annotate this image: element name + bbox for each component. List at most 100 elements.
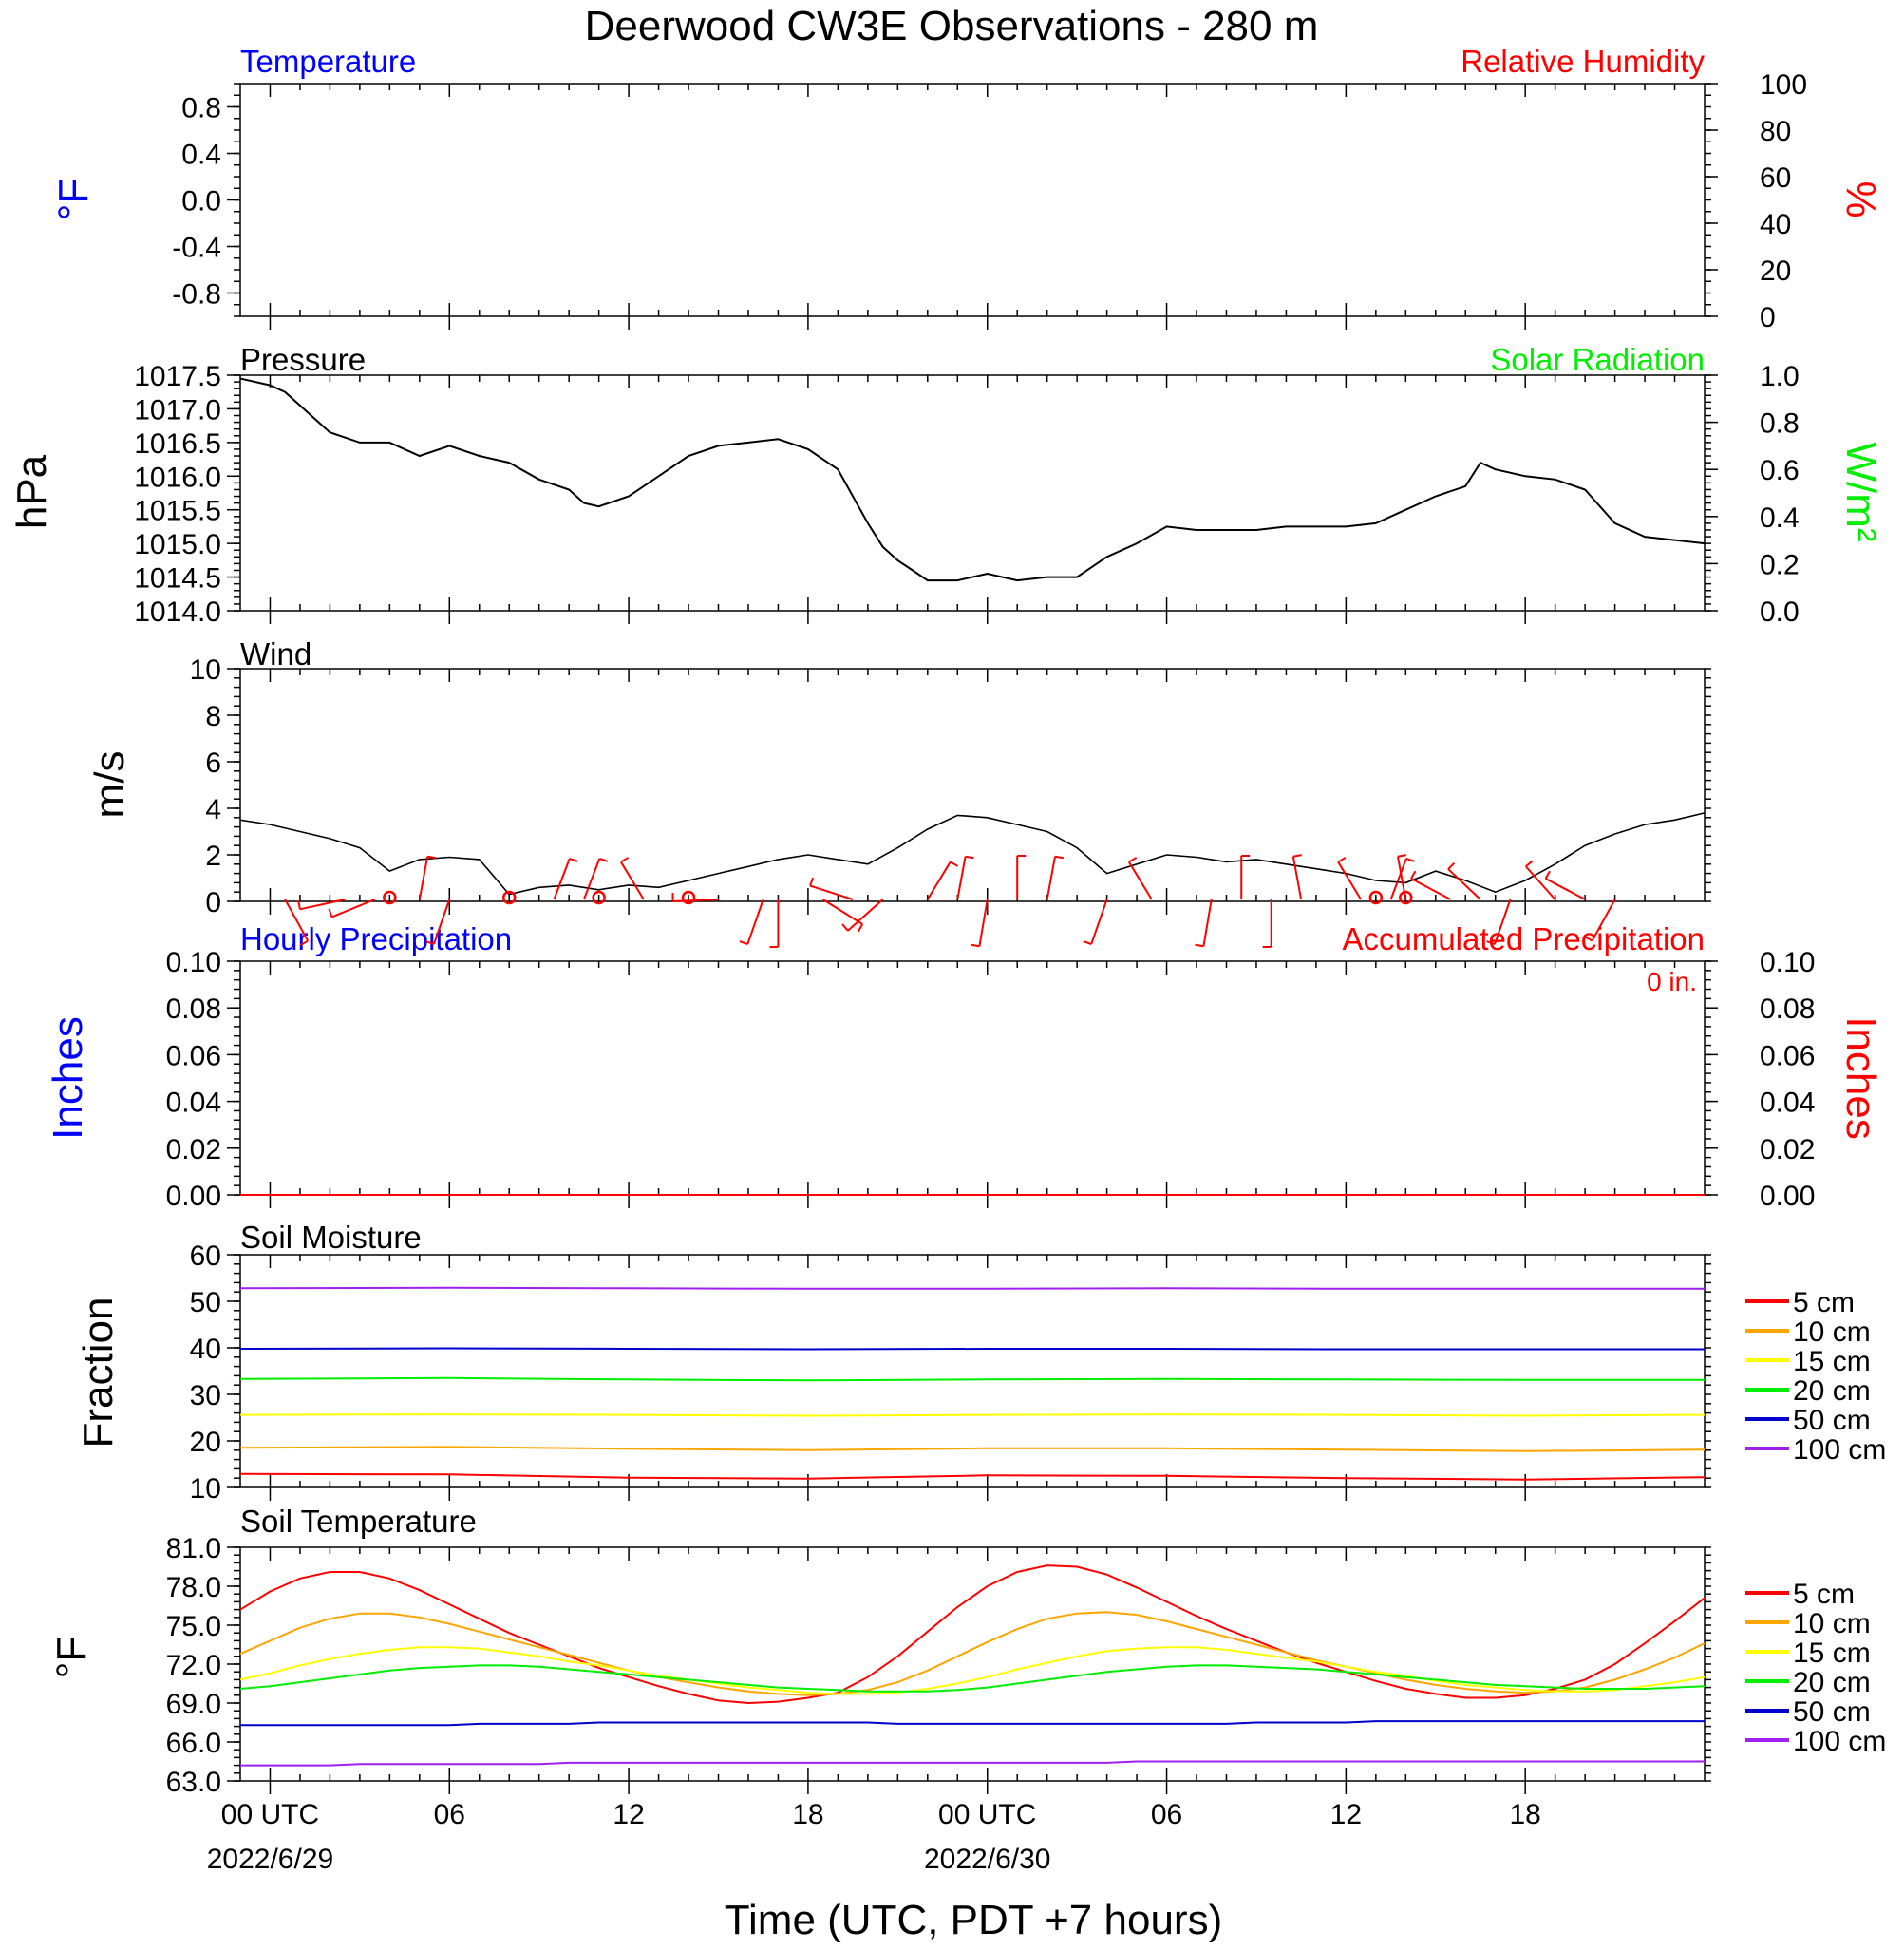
x-tick-label: 18 (1509, 1799, 1540, 1830)
wind-barb-flag (1447, 861, 1456, 870)
wind-barb-flag (1054, 855, 1065, 860)
solar-ylabel: W/m² (1838, 442, 1884, 541)
wind-barb (1127, 861, 1153, 900)
soil_moisture-axes: 60 50 40 30 20 10 (190, 1240, 1711, 1505)
x-tick-label: 00 UTC (221, 1799, 319, 1830)
soil-moisture-line (239, 1413, 1706, 1417)
wind-barb-flag (598, 857, 609, 862)
chart-marks: 0.80.40.0-0.4-0.81008060402001017.51017.… (134, 69, 1886, 1875)
wind-barb (619, 861, 645, 900)
soil-moisture-panel: Soil Moisture Fraction (75, 1220, 422, 1448)
precip-ytick-right-label: 0.08 (1760, 994, 1815, 1025)
soil-temperature-line (239, 1564, 1706, 1705)
soil-moisture-ylabel: Fraction (75, 1297, 122, 1448)
wind-barb (1291, 856, 1303, 900)
temperature-ytick-right-label: 20 (1760, 256, 1791, 287)
pressure-ytick-right-label: 0.0 (1760, 596, 1800, 628)
pressure-ytick-label: 1017.5 (134, 361, 221, 392)
pressure-frame (239, 374, 1706, 612)
pressure-axes: 1017.51017.01016.51016.01015.51015.01014… (134, 361, 1799, 628)
precip-total: 0 in. (1647, 967, 1697, 996)
x-tick-label: 06 (434, 1799, 465, 1830)
precip-panel: Hourly Precipitation Accumulated Precipi… (45, 921, 1884, 1140)
wind-barb (1525, 865, 1556, 900)
calm-wind-marker (592, 890, 606, 905)
x-tick-date: 2022/6/30 (924, 1844, 1050, 1875)
pressure-ytick-label: 1017.0 (134, 394, 221, 426)
soil-moisture-legend-label: 10 cm (1793, 1316, 1871, 1348)
temperature-ytick-right-label: 100 (1760, 69, 1807, 101)
wind-barb-flag (965, 855, 974, 860)
pressure-ytick-label: 1014.5 (134, 563, 221, 595)
precip-ytick-label: 0.00 (166, 1181, 221, 1212)
wind-barb (432, 899, 451, 945)
pressure-ytick-label: 1016.0 (134, 462, 221, 493)
wind-ytick-label: 8 (205, 701, 221, 732)
wind-barb (978, 899, 989, 947)
wind-barb (1494, 899, 1512, 945)
temperature-ylabel: °F (50, 179, 97, 220)
x-tick-label: 12 (1330, 1799, 1362, 1830)
calm-wind-marker (1368, 890, 1384, 905)
temperature-axes: 0.8 0.4 0.0 -0.4 -0.8 100 80 60 40 20 0 (172, 69, 1807, 333)
soil-temperature-ylabel: °F (48, 1637, 95, 1678)
wind-barb-flag (1544, 870, 1551, 880)
wind-ytick-label: 4 (205, 794, 221, 825)
wind-barb-flag (1405, 857, 1415, 862)
soil_moisture-ytick-label: 30 (190, 1380, 221, 1411)
precip-axes: 0.10 0.08 0.06 0.04 0.02 0.00 0.10 0.08 0.06 0.04… (166, 947, 1816, 1212)
precip-ytick-right-label: 0.06 (1760, 1040, 1815, 1071)
soil_temperature-ytick-label: 69.0 (166, 1689, 221, 1720)
pressure-title: Pressure (240, 342, 366, 377)
soil-moisture-legend-label: 5 cm (1793, 1287, 1855, 1318)
precip-ytick-right-label: 0.04 (1760, 1088, 1815, 1119)
wind-barb-flag (739, 940, 748, 946)
wind-barb-flag (426, 855, 437, 860)
wind-barb (284, 899, 310, 942)
wind-barb (1046, 856, 1056, 900)
soil_temperature-frame (239, 1546, 1706, 1782)
pressure-ytick-right-label: 0.6 (1760, 455, 1800, 486)
wind-barb (822, 899, 863, 925)
wind-barb (582, 858, 601, 900)
precip-ytick-right-label: 0.02 (1760, 1134, 1815, 1165)
wind-barb-flag (425, 940, 435, 946)
soil-moisture-legend-label: 20 cm (1793, 1375, 1871, 1407)
soil-moisture-line (239, 1286, 1705, 1290)
soil_moisture-ytick-label: 10 (190, 1473, 221, 1505)
soil-moisture-line (239, 1472, 1706, 1481)
wind-barb (847, 899, 884, 932)
x-tick-label: 12 (613, 1799, 644, 1830)
wind-barb-flag (1128, 857, 1138, 863)
temperature-panel: Temperature Relative Humidity °F % (50, 44, 1884, 220)
soil-temperature-title: Soil Temperature (240, 1504, 477, 1539)
wind-barb-flag (1410, 870, 1417, 880)
wind-barb (746, 899, 764, 945)
pressure-ytick-right-label: 0.8 (1760, 408, 1800, 440)
soil-temperature-line (239, 1611, 1706, 1696)
wind-barb-flag (857, 923, 864, 933)
wind-barb (956, 856, 967, 900)
pressure-panel: Pressure Solar Radiation hPa W/m² (9, 342, 1884, 542)
calm-wind-marker (681, 890, 696, 905)
wind-ytick-label: 6 (205, 748, 221, 779)
soil-temperature-legend-label: 15 cm (1793, 1638, 1871, 1669)
soil_temperature-ytick-label: 72.0 (166, 1650, 221, 1681)
soil-moisture-title: Soil Moisture (240, 1220, 422, 1255)
wind-barb-flag (1584, 936, 1593, 942)
precip-ytick-label: 0.04 (166, 1088, 221, 1119)
soil-moisture-line (239, 1347, 1705, 1351)
hourly-precip-title: Hourly Precipitation (240, 921, 512, 956)
soil-temperature-line (239, 1664, 1706, 1693)
soil_moisture-ytick-label: 40 (190, 1334, 221, 1365)
soil-temperature-legend-label: 20 cm (1793, 1667, 1871, 1698)
wind-title: Wind (240, 636, 311, 672)
soil-temperature-panel: Soil Temperature °F (48, 1504, 477, 1678)
calm-wind-marker (1399, 890, 1413, 905)
wind-barb-flag (1397, 854, 1407, 858)
x-tick-label: 00 UTC (938, 1799, 1036, 1830)
temperature-ytick-label: -0.8 (172, 279, 221, 311)
temperature-ytick-right-label: 0 (1760, 302, 1776, 333)
precip-ytick-label: 0.06 (166, 1040, 221, 1071)
